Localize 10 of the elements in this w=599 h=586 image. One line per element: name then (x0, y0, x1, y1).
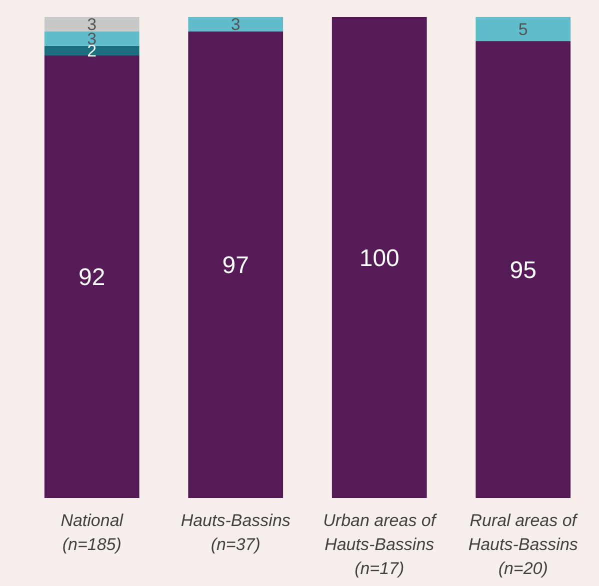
x-tick-label: National (n=185) (60, 511, 124, 554)
data-label: 3 (230, 15, 240, 34)
data-label: 100 (359, 244, 400, 272)
data-label: 97 (222, 252, 249, 280)
data-label: 95 (510, 256, 536, 284)
data-label: 92 (78, 264, 106, 292)
x-tick-label: Hauts-Bassins (n=37) (180, 511, 291, 554)
data-label: 5 (518, 20, 528, 39)
x-tick-label: Urban areas of Hauts-Bassins (n=17) (323, 511, 438, 578)
x-tick-label: Rural areas of Hauts-Bassins (n=20) (468, 511, 579, 578)
